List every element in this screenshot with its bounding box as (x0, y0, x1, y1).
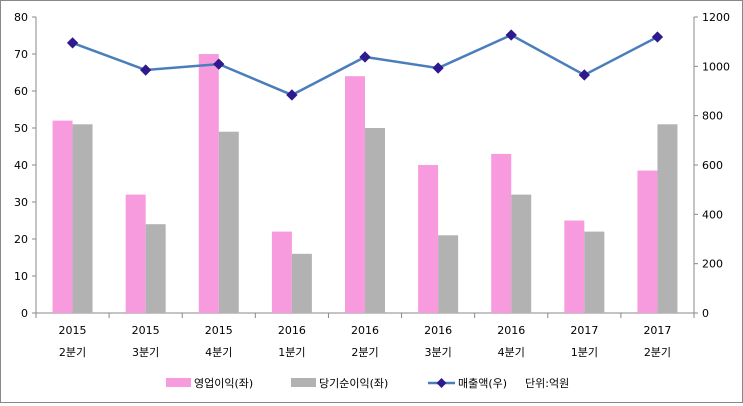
right-tick-label: 1200 (702, 11, 730, 24)
x-tick-label-year: 2016 (278, 324, 306, 337)
sales-marker (432, 62, 444, 74)
sales-marker (140, 64, 152, 76)
bar-operating-profit (418, 165, 439, 313)
bar-operating-profit (345, 76, 365, 313)
bar-net-income (145, 224, 166, 313)
right-tick-label: 200 (702, 258, 723, 271)
bar-net-income (511, 194, 532, 313)
x-tick-label-quarter: 3분기 (424, 346, 451, 359)
legend-label-net-income: 당기순이익(좌) (319, 377, 388, 390)
x-tick-label-year: 2016 (351, 324, 379, 337)
x-tick-label-quarter: 2분기 (351, 346, 378, 359)
x-tick-label-year: 2017 (570, 324, 598, 337)
left-tick-label: 40 (14, 159, 28, 172)
bar-operating-profit (52, 120, 73, 313)
bar-net-income (365, 128, 385, 313)
bar-operating-profit (637, 170, 658, 313)
bar-net-income (218, 131, 239, 313)
left-tick-label: 10 (14, 270, 28, 283)
left-tick-label: 30 (14, 196, 28, 209)
x-tick-label-quarter: 4분기 (498, 346, 525, 359)
bar-net-income (584, 231, 605, 313)
bar-net-income (657, 124, 678, 313)
sales-marker (286, 89, 298, 101)
right-tick-label: 600 (702, 159, 723, 172)
left-tick-label: 0 (21, 307, 28, 320)
sales-marker (66, 37, 79, 49)
left-tick-label: 80 (14, 11, 28, 24)
left-tick-label: 60 (14, 85, 28, 98)
bar-operating-profit (198, 54, 219, 313)
x-tick-label-quarter: 2분기 (644, 346, 671, 359)
legend-label-sales: 매출액(우) (458, 377, 507, 390)
x-tick-label-year: 2017 (643, 324, 671, 337)
x-tick-label-year: 2016 (497, 324, 525, 337)
bar-operating-profit (491, 153, 512, 313)
unit-note: 단위:억원 (525, 377, 569, 390)
x-tick-label-quarter: 3분기 (132, 346, 159, 359)
x-tick-label-year: 2015 (59, 324, 87, 337)
left-tick-label: 20 (14, 233, 28, 246)
sales-marker (359, 51, 371, 63)
x-tick-label-year: 2015 (132, 324, 160, 337)
bar-net-income (438, 235, 459, 313)
x-tick-label-quarter: 1분기 (571, 346, 598, 359)
x-tick-label-year: 2016 (424, 324, 452, 337)
legend-swatch-net-income (291, 378, 316, 387)
x-tick-label-quarter: 1분기 (278, 346, 305, 359)
left-tick-label: 50 (14, 122, 28, 135)
sales-marker (651, 31, 664, 43)
bar-net-income (291, 253, 312, 313)
x-tick-label-quarter: 2분기 (59, 346, 86, 359)
left-tick-label: 70 (14, 48, 28, 61)
right-tick-label: 1000 (702, 60, 730, 73)
legend-marker-sales (436, 378, 447, 388)
right-tick-label: 400 (702, 208, 723, 221)
bar-operating-profit (271, 231, 292, 313)
sales-marker (578, 69, 590, 81)
x-tick-label-quarter: 4분기 (205, 346, 232, 359)
bar-operating-profit (125, 194, 146, 313)
sales-marker (505, 29, 517, 41)
legend-label-operating-profit: 영업이익(좌) (194, 377, 253, 390)
x-tick-label-year: 2015 (205, 324, 233, 337)
legend-swatch-operating-profit (166, 378, 191, 387)
right-tick-label: 0 (702, 307, 709, 320)
right-tick-label: 800 (702, 110, 723, 123)
bar-net-income (72, 124, 93, 313)
bar-operating-profit (564, 220, 585, 313)
